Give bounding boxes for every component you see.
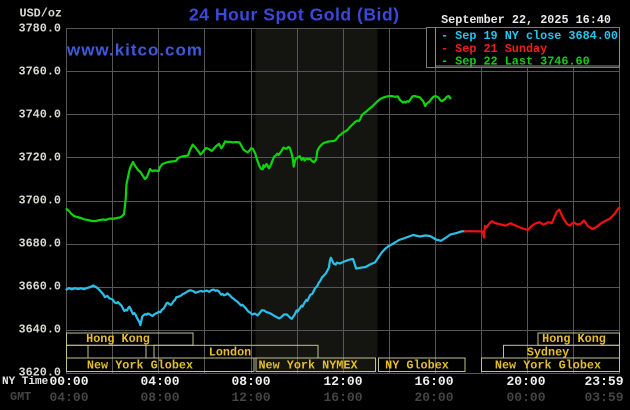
svg-text:London: London — [209, 345, 251, 359]
svg-text:New York Globex: New York Globex — [495, 359, 601, 373]
svg-text:NY Globex: NY Globex — [385, 359, 449, 373]
svg-text:00:00: 00:00 — [49, 374, 88, 389]
svg-text:3700.0: 3700.0 — [19, 193, 61, 207]
svg-text:23:59: 23:59 — [584, 374, 623, 389]
svg-text:12:00: 12:00 — [323, 374, 362, 389]
svg-text:NY Time: NY Time — [2, 376, 49, 388]
svg-text:New York NYMEX: New York NYMEX — [258, 359, 358, 373]
svg-text:www.kitco.com: www.kitco.com — [66, 41, 202, 60]
svg-text:08:00: 08:00 — [231, 374, 270, 389]
svg-text:03:59: 03:59 — [584, 390, 623, 405]
svg-text:12:00: 12:00 — [231, 390, 270, 405]
svg-text:3680.0: 3680.0 — [19, 236, 61, 250]
svg-text:20:00: 20:00 — [506, 374, 545, 389]
svg-text:- Sep 21 Sunday: - Sep 21 Sunday — [441, 42, 547, 56]
svg-text:08:00: 08:00 — [140, 390, 179, 405]
svg-text:Sydney: Sydney — [527, 345, 569, 359]
svg-text:3640.0: 3640.0 — [19, 322, 61, 336]
svg-text:16:00: 16:00 — [414, 374, 453, 389]
svg-text:- Sep 19 NY close 3684.00: - Sep 19 NY close 3684.00 — [441, 29, 618, 43]
svg-text:3740.0: 3740.0 — [19, 107, 61, 121]
svg-text:3620.0: 3620.0 — [19, 365, 61, 379]
svg-text:00:00: 00:00 — [506, 390, 545, 405]
svg-text:New York Globex: New York Globex — [87, 359, 193, 373]
svg-text:USD/oz: USD/oz — [20, 7, 62, 21]
svg-text:04:00: 04:00 — [140, 374, 179, 389]
svg-text:3780.0: 3780.0 — [19, 21, 61, 35]
svg-text:GMT: GMT — [10, 390, 31, 404]
svg-text:04:00: 04:00 — [49, 390, 88, 405]
svg-text:20:00: 20:00 — [414, 390, 453, 405]
svg-text:24 Hour Spot Gold (Bid): 24 Hour Spot Gold (Bid) — [189, 5, 399, 25]
svg-text:3720.0: 3720.0 — [19, 150, 61, 164]
svg-text:3760.0: 3760.0 — [19, 64, 61, 78]
svg-text:- Sep 22 Last 3746.60: - Sep 22 Last 3746.60 — [441, 55, 590, 69]
svg-text:16:00: 16:00 — [323, 390, 362, 405]
svg-text:Hong Kong: Hong Kong — [86, 332, 150, 346]
svg-text:Hong Kong: Hong Kong — [542, 332, 606, 346]
svg-text:3660.0: 3660.0 — [19, 279, 61, 293]
svg-text:September 22, 2025 16:40: September 22, 2025 16:40 — [441, 13, 611, 27]
